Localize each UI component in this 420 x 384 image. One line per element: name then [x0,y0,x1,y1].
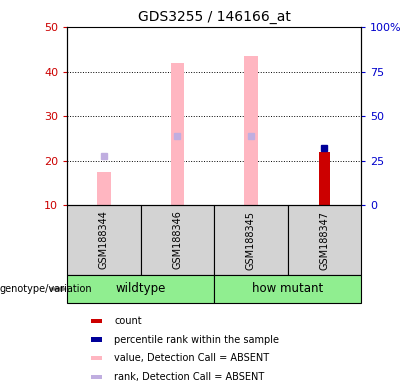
Bar [214,205,288,275]
Bar [67,205,141,275]
Text: GSM188344: GSM188344 [99,210,109,270]
Bar [244,56,257,205]
Bar [97,172,110,205]
Text: GSM188347: GSM188347 [320,210,329,270]
Bar [91,374,102,379]
Title: GDS3255 / 146166_at: GDS3255 / 146166_at [138,10,291,25]
Text: GSM188346: GSM188346 [173,210,182,270]
Bar [91,338,102,342]
Text: wildtype: wildtype [116,283,166,295]
Bar [171,63,184,205]
Text: rank, Detection Call = ABSENT: rank, Detection Call = ABSENT [114,372,265,382]
Bar [91,356,102,361]
Bar [91,319,102,323]
Bar [319,152,330,205]
Text: how mutant: how mutant [252,283,323,295]
Bar [214,275,361,303]
Text: GSM188345: GSM188345 [246,210,256,270]
Text: percentile rank within the sample: percentile rank within the sample [114,334,279,345]
Text: value, Detection Call = ABSENT: value, Detection Call = ABSENT [114,353,269,363]
Bar [67,275,214,303]
Text: count: count [114,316,142,326]
Bar [288,205,361,275]
Text: genotype/variation: genotype/variation [0,284,93,294]
Bar [141,205,214,275]
